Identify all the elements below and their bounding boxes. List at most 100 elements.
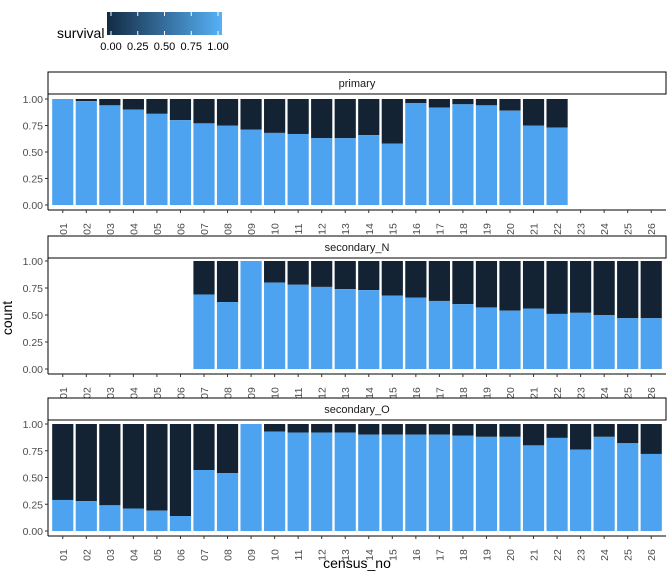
bar-survived-10	[264, 282, 286, 369]
x-tick-label: 23	[576, 387, 588, 399]
y-axis-title: count	[0, 301, 15, 335]
bar-survived-03	[99, 505, 121, 531]
bar-survived-20	[499, 310, 521, 369]
bar-died-07	[193, 99, 215, 124]
bar-survived-14	[358, 434, 380, 531]
bar-survived-24	[593, 315, 615, 369]
bar-survived-12	[311, 138, 333, 205]
x-tick-label: 14	[364, 223, 376, 235]
legend-colorbar	[107, 12, 222, 35]
bar-survived-21	[522, 125, 545, 205]
x-tick-label: 18	[458, 223, 470, 235]
bar-survived-16	[405, 434, 427, 531]
y-tick-label: 0.25	[23, 337, 44, 349]
bar-died-12	[311, 99, 333, 139]
bar-survived-07	[193, 470, 215, 531]
panel-strip-label: secondary_O	[324, 404, 390, 416]
x-tick-label: 20	[505, 387, 517, 399]
bar-survived-22	[546, 127, 568, 205]
y-tick-label: 0.25	[23, 174, 44, 186]
bar-died-23	[570, 261, 592, 313]
x-tick-label: 02	[81, 549, 93, 561]
bar-survived-02	[75, 101, 97, 205]
bar-died-22	[546, 424, 568, 438]
bar-died-05	[146, 99, 168, 114]
x-tick-label: 10	[270, 223, 282, 235]
bar-died-16	[405, 261, 427, 298]
legend-tick-label: 1.00	[207, 41, 228, 53]
x-tick-label: 09	[246, 387, 258, 399]
x-axis-title: census_no	[323, 555, 391, 571]
bar-survived-26	[640, 318, 662, 369]
bar-died-13	[334, 261, 356, 290]
bar-died-21	[522, 424, 545, 446]
x-tick-label: 02	[81, 223, 93, 235]
bar-survived-01	[52, 99, 74, 205]
bar-died-08	[216, 99, 239, 126]
x-tick-label: 15	[387, 549, 399, 561]
bar-survived-07	[193, 123, 215, 205]
y-tick-label: 0.00	[23, 526, 44, 538]
x-tick-label: 23	[576, 223, 588, 235]
bar-died-16	[405, 424, 427, 435]
x-tick-label: 21	[529, 549, 541, 561]
bar-survived-22	[546, 313, 568, 369]
y-tick-label: 0.50	[23, 473, 44, 485]
bar-died-18	[452, 99, 474, 105]
bar-survived-02	[75, 501, 97, 531]
x-tick-label: 17	[434, 549, 446, 561]
y-tick-label: 1.00	[23, 94, 44, 106]
x-tick-label: 12	[317, 549, 329, 561]
y-tick-label: 0.00	[23, 200, 44, 212]
panel-strip-label: secondary_N	[325, 242, 390, 254]
bar-died-13	[334, 424, 356, 433]
bar-died-25	[617, 261, 639, 319]
bar-survived-25	[617, 443, 639, 531]
x-tick-label: 03	[105, 223, 117, 235]
bar-survived-24	[593, 436, 615, 531]
bar-died-02	[75, 99, 97, 102]
x-tick-label: 22	[552, 223, 564, 235]
bar-died-15	[381, 261, 403, 296]
bar-died-20	[499, 99, 521, 111]
bar-died-18	[452, 424, 474, 436]
bar-survived-05	[146, 113, 168, 205]
bar-died-21	[522, 99, 545, 126]
bar-died-19	[475, 99, 498, 106]
y-tick-label: 0.50	[23, 310, 44, 322]
legend-ticks: 0.00 0.25 0.50 0.75 1.00	[100, 12, 229, 53]
legend-title: survival	[57, 25, 104, 41]
x-tick-label: 10	[270, 549, 282, 561]
bar-died-24	[593, 424, 615, 437]
x-tick-label: 08	[223, 387, 235, 399]
bar-survived-19	[475, 105, 498, 205]
bar-died-04	[122, 99, 144, 110]
legend-tick-label: 0.25	[127, 41, 148, 53]
bar-survived-20	[499, 436, 521, 531]
bar-survived-18	[452, 304, 474, 369]
bar-survived-16	[405, 103, 427, 205]
bar-survived-19	[475, 436, 498, 531]
x-tick-label: 05	[152, 549, 164, 561]
bar-survived-21	[522, 445, 545, 531]
bar-died-15	[381, 99, 403, 144]
x-tick-label: 19	[481, 549, 493, 561]
x-tick-label: 16	[411, 223, 423, 235]
bar-survived-15	[381, 295, 403, 369]
bar-died-14	[358, 424, 380, 435]
x-tick-label: 14	[364, 387, 376, 399]
bar-survived-04	[122, 508, 144, 531]
y-tick-label: 0.50	[23, 147, 44, 159]
bar-survived-19	[475, 307, 498, 369]
bar-survived-21	[522, 308, 545, 369]
x-tick-label: 02	[81, 387, 93, 399]
x-tick-label: 25	[623, 549, 635, 561]
bar-survived-26	[640, 453, 662, 531]
panel-secondary_N: secondary_N 0.00 0.25 0.50 0.75 1.00 01 02 03 04 0…	[23, 235, 667, 399]
bar-survived-12	[311, 286, 333, 369]
x-tick-label: 06	[175, 387, 187, 399]
x-tick-label: 01	[58, 549, 70, 561]
y-tick-label: 0.00	[23, 364, 44, 376]
bar-died-10	[264, 99, 286, 133]
x-tick-label: 08	[223, 223, 235, 235]
